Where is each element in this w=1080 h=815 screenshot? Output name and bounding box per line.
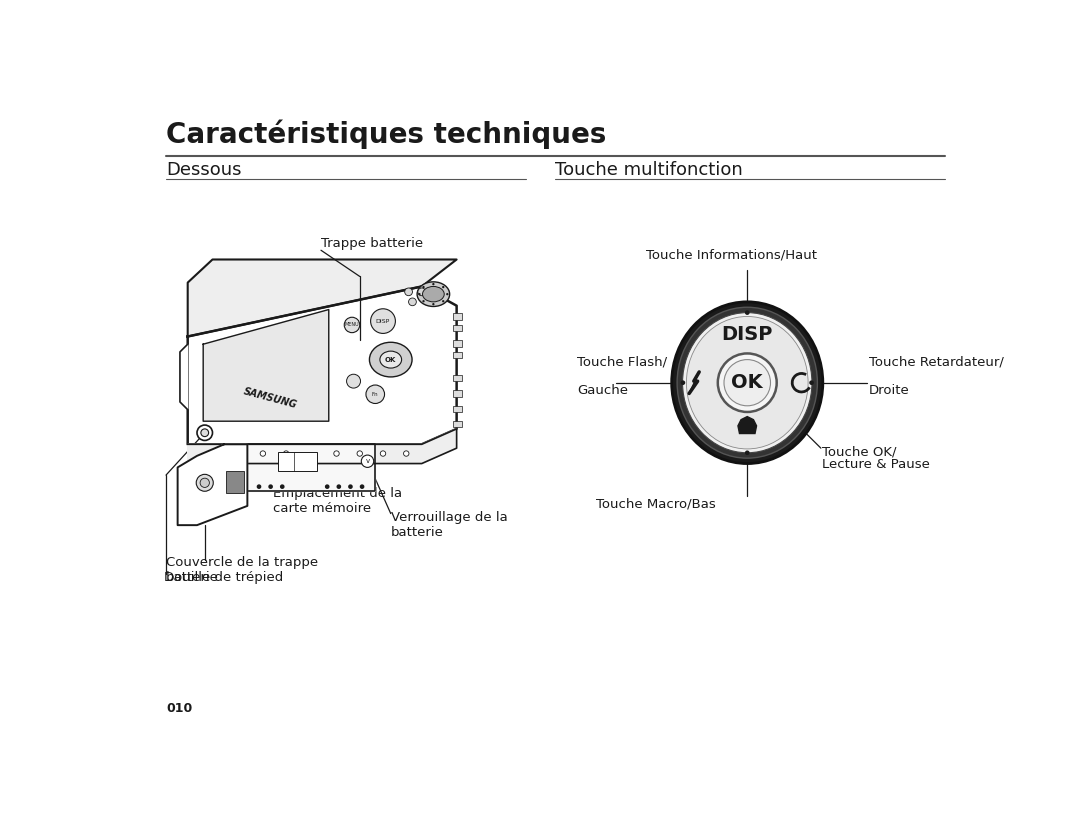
Polygon shape xyxy=(177,444,247,525)
Circle shape xyxy=(446,293,448,295)
Circle shape xyxy=(362,455,374,467)
Circle shape xyxy=(724,359,770,406)
Text: Touche OK/: Touche OK/ xyxy=(823,446,896,459)
Circle shape xyxy=(380,451,386,456)
Text: 010: 010 xyxy=(166,703,192,716)
Ellipse shape xyxy=(369,342,413,377)
Ellipse shape xyxy=(687,316,808,449)
Bar xyxy=(453,421,462,427)
Circle shape xyxy=(348,484,353,489)
Text: Douille de trépied: Douille de trépied xyxy=(164,571,284,584)
Circle shape xyxy=(347,374,361,388)
Circle shape xyxy=(809,381,814,385)
Circle shape xyxy=(237,451,242,456)
Circle shape xyxy=(745,311,750,315)
Polygon shape xyxy=(247,444,375,491)
Bar xyxy=(227,471,243,493)
Circle shape xyxy=(370,309,395,333)
Polygon shape xyxy=(203,310,328,421)
Circle shape xyxy=(337,484,341,489)
Circle shape xyxy=(680,381,685,385)
Polygon shape xyxy=(188,259,457,337)
Text: MENU: MENU xyxy=(345,322,360,327)
Circle shape xyxy=(418,293,420,295)
Polygon shape xyxy=(188,429,457,464)
Text: Verrouillage de la
batterie: Verrouillage de la batterie xyxy=(391,511,508,540)
Circle shape xyxy=(280,484,284,489)
Ellipse shape xyxy=(672,302,823,464)
Circle shape xyxy=(422,300,424,302)
Circle shape xyxy=(268,484,273,489)
Text: DISP: DISP xyxy=(721,325,773,345)
Text: Touche Flash/: Touche Flash/ xyxy=(577,356,666,369)
Text: OK: OK xyxy=(731,373,764,392)
Circle shape xyxy=(357,451,363,456)
Text: Fn: Fn xyxy=(372,392,379,397)
Circle shape xyxy=(260,451,266,456)
Circle shape xyxy=(404,451,409,456)
Bar xyxy=(453,314,462,319)
Circle shape xyxy=(422,286,424,289)
Bar xyxy=(453,352,462,358)
Circle shape xyxy=(408,298,416,306)
Text: Trappe batterie: Trappe batterie xyxy=(321,237,423,250)
Text: v: v xyxy=(365,458,369,465)
Text: Touche Retardateur/: Touche Retardateur/ xyxy=(869,356,1003,369)
Ellipse shape xyxy=(422,286,444,302)
Text: Droite: Droite xyxy=(869,384,909,397)
Circle shape xyxy=(405,288,413,296)
Circle shape xyxy=(197,425,213,440)
Circle shape xyxy=(432,303,434,306)
Ellipse shape xyxy=(683,313,812,453)
Text: SAMSUNG: SAMSUNG xyxy=(243,386,298,410)
Text: Couvercle de la trappe
batterie: Couvercle de la trappe batterie xyxy=(166,556,319,584)
Polygon shape xyxy=(180,344,188,410)
Circle shape xyxy=(718,354,777,412)
Circle shape xyxy=(325,484,329,489)
Bar xyxy=(453,341,462,346)
Circle shape xyxy=(283,451,288,456)
Bar xyxy=(453,390,462,397)
Ellipse shape xyxy=(380,351,402,368)
Circle shape xyxy=(360,484,364,489)
Polygon shape xyxy=(738,416,757,434)
Bar xyxy=(279,452,318,471)
Text: Gauche: Gauche xyxy=(577,384,627,397)
Polygon shape xyxy=(188,286,457,444)
Circle shape xyxy=(200,478,210,487)
Text: Caractéristiques techniques: Caractéristiques techniques xyxy=(166,119,606,149)
Text: Touche Macro/Bas: Touche Macro/Bas xyxy=(596,497,716,510)
Text: OK: OK xyxy=(386,357,396,363)
Polygon shape xyxy=(689,372,699,394)
Circle shape xyxy=(257,484,261,489)
Circle shape xyxy=(442,300,444,302)
Circle shape xyxy=(366,385,384,403)
Text: DISP: DISP xyxy=(376,319,390,324)
Text: Touche Informations/Haut: Touche Informations/Haut xyxy=(647,249,818,262)
Circle shape xyxy=(345,317,360,333)
Text: Dessous: Dessous xyxy=(166,161,242,179)
Circle shape xyxy=(442,286,444,289)
Bar xyxy=(453,406,462,412)
Circle shape xyxy=(745,451,750,455)
Circle shape xyxy=(418,288,426,296)
Text: Lecture & Pause: Lecture & Pause xyxy=(823,458,930,471)
Ellipse shape xyxy=(417,282,449,306)
Ellipse shape xyxy=(677,307,818,458)
Text: Emplacement de la
carte mémoire: Emplacement de la carte mémoire xyxy=(273,487,402,514)
Bar xyxy=(453,325,462,331)
Circle shape xyxy=(432,283,434,285)
Circle shape xyxy=(201,429,208,437)
Text: Touche multifonction: Touche multifonction xyxy=(555,161,743,179)
Circle shape xyxy=(197,474,213,491)
Circle shape xyxy=(334,451,339,456)
Bar xyxy=(453,375,462,381)
